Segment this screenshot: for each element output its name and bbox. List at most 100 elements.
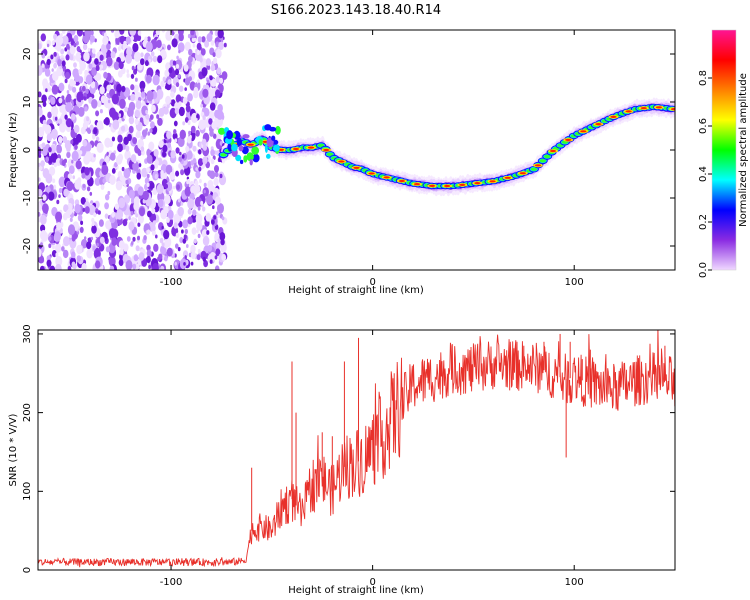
noise-blob [76, 30, 83, 37]
noise-blob [69, 78, 75, 87]
y-tick-label: 0 [22, 147, 33, 153]
noise-blob [72, 86, 77, 93]
noise-blob [69, 217, 73, 222]
ridge-core [530, 167, 538, 171]
noise-blob [111, 93, 119, 105]
noise-blob [178, 101, 182, 107]
noise-blob [157, 117, 163, 126]
noise-blob [51, 68, 54, 72]
noise-blob [124, 106, 128, 113]
onset-blob [243, 155, 248, 163]
noise-blob [196, 42, 202, 51]
noise-blob [168, 67, 173, 74]
noise-blob [104, 156, 110, 164]
noise-blob [214, 255, 218, 260]
colorbar-ticks: 0.0 0.2 0.4 0.6 0.8 [698, 70, 712, 278]
noise-blob [82, 207, 86, 212]
noise-blob [169, 59, 175, 67]
noise-blob [80, 197, 86, 205]
noise-blob [195, 170, 201, 179]
noise-blob [145, 41, 153, 52]
noise-blob [38, 203, 42, 212]
noise-blob [163, 229, 170, 240]
noise-blob [61, 159, 66, 167]
noise-blob [152, 74, 160, 86]
noise-blob [133, 84, 139, 94]
noise-blob [202, 84, 207, 90]
noise-blob [117, 46, 121, 51]
noise-blob [164, 255, 168, 262]
noise-blob [169, 171, 176, 181]
noise-blob [137, 149, 142, 156]
noise-blob [62, 35, 69, 45]
noise-blob [51, 106, 59, 117]
noise-blob [53, 33, 58, 40]
noise-blob [215, 232, 220, 240]
noise-blob [76, 46, 81, 52]
noise-blob [102, 178, 106, 184]
noise-blob [209, 259, 213, 264]
onset-blob [242, 134, 250, 139]
noise-blob [144, 36, 148, 42]
noise-blob [64, 114, 68, 120]
noise-blob [58, 59, 62, 65]
noise-blob [216, 211, 219, 215]
ridge-core [539, 159, 546, 163]
noise-blob [197, 158, 204, 167]
noise-blob [58, 97, 63, 104]
noise-blob [130, 84, 135, 91]
noise-blob [111, 237, 118, 246]
onset-blob [235, 154, 242, 162]
noise-blob [84, 167, 90, 176]
noise-blob [104, 202, 109, 210]
noise-blob [61, 30, 66, 34]
noise-blob [213, 57, 218, 64]
onset-blob [264, 144, 268, 153]
noise-blob [94, 58, 99, 65]
ridge-peak [655, 106, 663, 109]
noise-blob [219, 232, 226, 241]
noise-blob [128, 189, 135, 199]
noise-blob [132, 236, 136, 242]
noise-blob [73, 35, 79, 43]
noise-blob [47, 86, 52, 93]
noise-blob [82, 139, 88, 147]
noise-blob [75, 160, 82, 170]
noise-blob [209, 252, 216, 261]
noise-blob [150, 51, 155, 57]
noise-blob [134, 118, 139, 126]
snr-ticks: -100 0 100 0 100 200 300 [22, 324, 675, 588]
onset-blob [246, 152, 254, 162]
noise-blob [125, 150, 131, 159]
noise-blob [38, 43, 42, 50]
noise-blob [197, 82, 201, 87]
noise-blob [138, 252, 145, 261]
noise-blob [178, 33, 184, 42]
noise-blob [42, 119, 47, 126]
noise-blob [205, 213, 212, 222]
ridge-peak [534, 164, 542, 167]
noise-blob [177, 247, 181, 252]
noise-blob [85, 88, 89, 95]
noise-blob [202, 256, 206, 262]
ridge-peak [323, 148, 330, 152]
noise-blob [193, 37, 197, 42]
onset-blob [236, 137, 242, 147]
onset-blob [238, 145, 244, 152]
noise-blob [215, 196, 221, 205]
noise-blob [59, 122, 66, 133]
noise-blob [123, 115, 126, 119]
noise-blob [166, 217, 170, 224]
noise-blob [149, 114, 154, 120]
noise-blob [184, 117, 189, 123]
noise-blob [95, 110, 100, 117]
noise-blob [74, 203, 81, 214]
noise-blob [128, 101, 136, 112]
x-tick-label: -100 [160, 577, 183, 588]
noise-blob [50, 96, 56, 105]
noise-blob [108, 228, 116, 239]
noise-blob [202, 88, 209, 98]
noise-blob [41, 142, 46, 149]
noise-blob [41, 63, 45, 68]
noise-blob [153, 243, 159, 252]
